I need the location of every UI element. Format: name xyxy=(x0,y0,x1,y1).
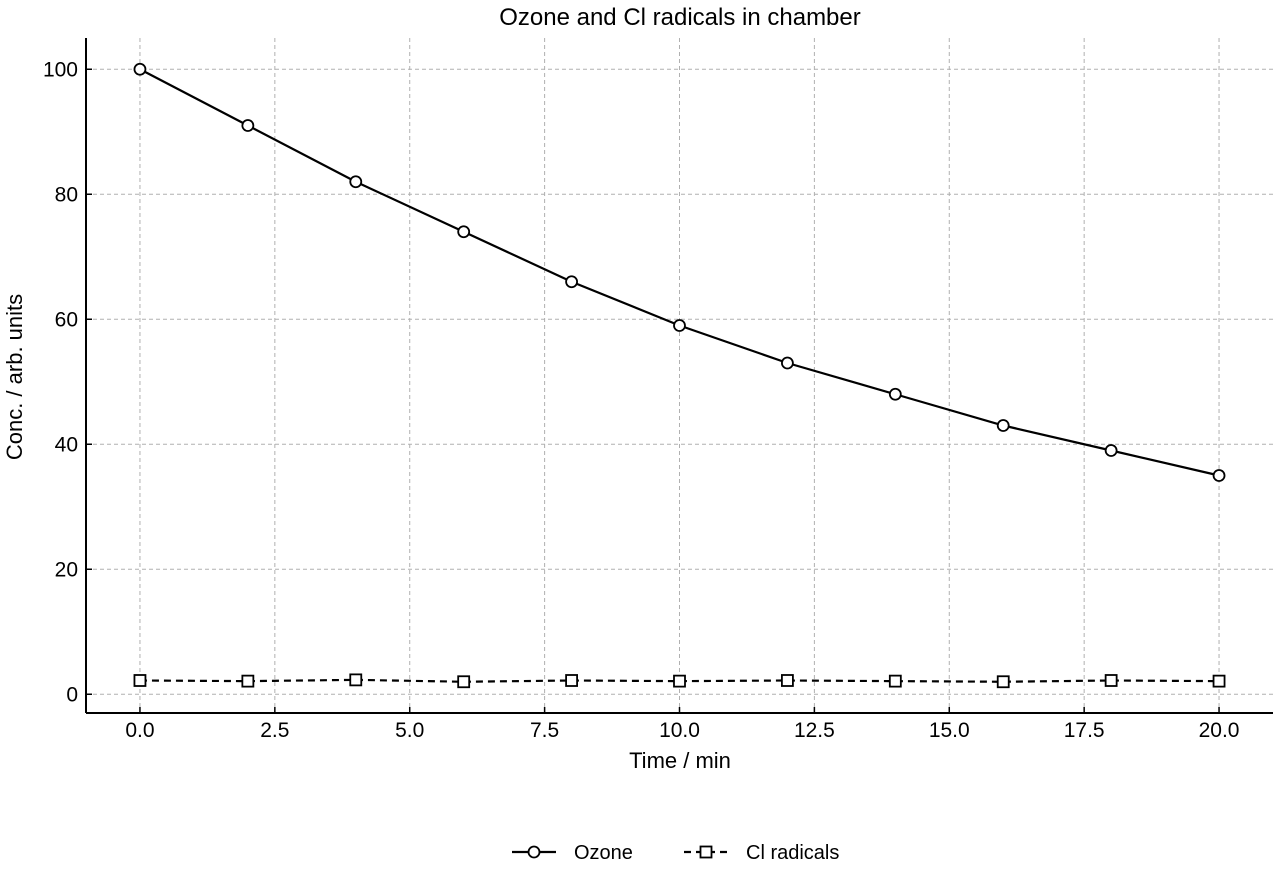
grid xyxy=(86,38,1273,713)
x-tick-label: 2.5 xyxy=(260,719,289,742)
y-axis-label: Conc. / arb. units xyxy=(2,294,27,460)
cl-radicals-point xyxy=(1212,674,1226,688)
cl-radicals-point xyxy=(888,674,902,688)
legend-marker-cl-radicals xyxy=(699,845,713,859)
x-tick-label: 15.0 xyxy=(929,719,970,742)
x-tick-label: 10.0 xyxy=(659,719,700,742)
series-ozone xyxy=(133,62,1226,482)
axes: 0.0 2.5 5.0 7.5 10.0 12.5 15.0 17.5 20.0 0 20 40 60 8… xyxy=(43,38,1273,742)
cl-radicals-point xyxy=(673,674,686,688)
ozone-point xyxy=(673,319,686,332)
cl-radicals-point xyxy=(781,674,794,687)
legend-label-ozone: Ozone xyxy=(574,842,633,864)
legend-item-ozone: Ozone xyxy=(512,842,633,864)
y-tick-label: 0 xyxy=(66,683,78,706)
cl-radicals-point xyxy=(349,673,363,687)
ozone-point xyxy=(457,225,471,239)
series-layer xyxy=(133,62,1226,689)
x-axis-label: Time / min xyxy=(629,748,731,773)
ozone-point xyxy=(349,175,363,189)
cl-radicals-point xyxy=(457,675,471,689)
chart-title: Ozone and Cl radicals in chamber xyxy=(499,4,861,31)
ozone-point xyxy=(565,275,578,289)
ozone-point xyxy=(888,387,902,401)
x-tick-label: 12.5 xyxy=(794,719,835,742)
ozone-point xyxy=(781,356,794,370)
legend-label-cl-radicals: Cl radicals xyxy=(746,842,839,864)
y-tick-label: 80 xyxy=(55,183,78,206)
cl-radicals-point xyxy=(996,675,1010,689)
cl-radicals-point xyxy=(133,674,147,687)
y-tick-label: 100 xyxy=(43,58,78,81)
y-tick-label: 20 xyxy=(55,558,78,581)
legend-item-cl-radicals: Cl radicals xyxy=(684,842,839,864)
ozone-point xyxy=(241,119,255,132)
y-tick-label: 40 xyxy=(55,433,78,456)
legend-marker-ozone xyxy=(527,845,541,859)
cl-radicals-point xyxy=(241,674,255,688)
x-tick-label: 7.5 xyxy=(530,719,559,742)
ozone-point xyxy=(996,419,1010,432)
x-tick-label: 17.5 xyxy=(1064,719,1105,742)
x-tick-label: 0.0 xyxy=(125,719,154,742)
cl-radicals-point xyxy=(1104,674,1118,687)
ozone-point xyxy=(1212,469,1226,482)
series-cl-radicals xyxy=(133,673,1226,689)
x-tick-label: 20.0 xyxy=(1199,719,1240,742)
x-tick-label: 5.0 xyxy=(395,719,424,742)
legend: Ozone Cl radicals xyxy=(512,842,839,864)
ozone-point xyxy=(133,62,147,76)
y-tick-label: 60 xyxy=(55,308,78,331)
ozone-point xyxy=(1104,444,1118,457)
cl-radicals-point xyxy=(565,674,578,687)
